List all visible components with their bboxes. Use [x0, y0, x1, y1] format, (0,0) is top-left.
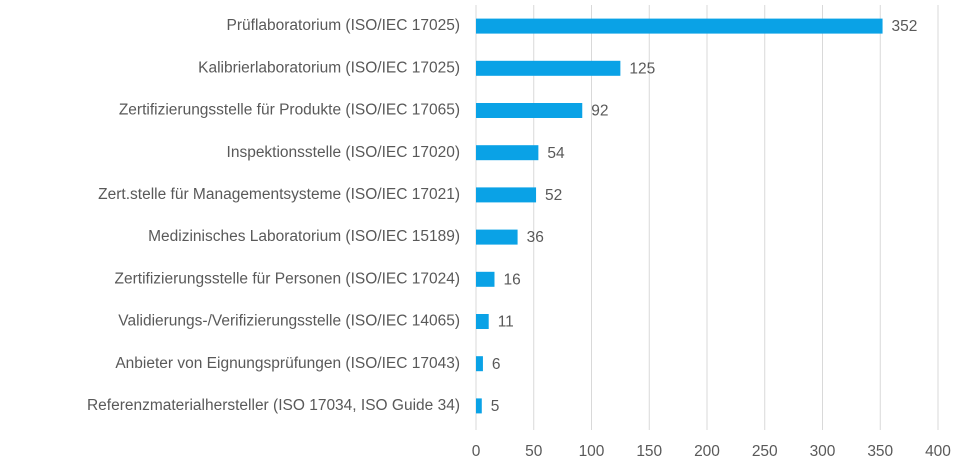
bar — [476, 145, 539, 161]
y-tick-label: Kalibrierlaboratorium (ISO/IEC 17025) — [198, 59, 460, 76]
bar — [476, 60, 621, 76]
x-tick-label: 350 — [867, 443, 893, 460]
data-label: 6 — [492, 356, 501, 373]
y-tick-label: Referenzmaterialhersteller (ISO 17034, I… — [87, 397, 460, 414]
y-tick-label: Medizinisches Laboratorium (ISO/IEC 1518… — [148, 228, 460, 245]
bar — [476, 314, 489, 329]
bar — [476, 18, 883, 34]
data-label: 52 — [545, 187, 562, 204]
bar — [476, 398, 482, 414]
data-label: 92 — [591, 103, 608, 120]
data-label: 5 — [491, 398, 500, 415]
bar — [476, 187, 537, 203]
bar — [476, 356, 483, 372]
x-tick-label: 300 — [810, 443, 836, 460]
y-tick-label: Inspektionsstelle (ISO/IEC 17020) — [227, 144, 460, 161]
x-tick-label: 50 — [525, 443, 543, 460]
y-tick-label: Zert.stelle für Managementsysteme (ISO/I… — [98, 186, 460, 203]
bar — [476, 271, 495, 287]
data-label: 125 — [629, 60, 655, 77]
data-label: 36 — [527, 229, 544, 246]
x-tick-label: 0 — [472, 443, 481, 460]
y-tick-label: Prüflaboratorium (ISO/IEC 17025) — [227, 17, 460, 34]
x-tick-label: 100 — [579, 443, 605, 460]
y-tick-label: Zertifizierungsstelle für Personen (ISO/… — [115, 270, 460, 287]
data-label: 54 — [547, 145, 565, 162]
x-tick-label: 200 — [694, 443, 720, 460]
y-tick-label: Zertifizierungsstelle für Produkte (ISO/… — [119, 102, 460, 119]
x-tick-label: 400 — [925, 443, 951, 460]
data-label: 11 — [498, 314, 514, 331]
data-label: 16 — [503, 271, 520, 288]
y-tick-label: Validierungs-/Verifizierungsstelle (ISO/… — [118, 313, 460, 330]
bar — [476, 103, 583, 118]
bar — [476, 229, 518, 245]
x-tick-label: 250 — [752, 443, 778, 460]
x-tick-label: 150 — [636, 443, 662, 460]
y-tick-label: Anbieter von Eignungsprüfungen (ISO/IEC … — [115, 355, 460, 372]
data-label: 352 — [892, 18, 918, 35]
